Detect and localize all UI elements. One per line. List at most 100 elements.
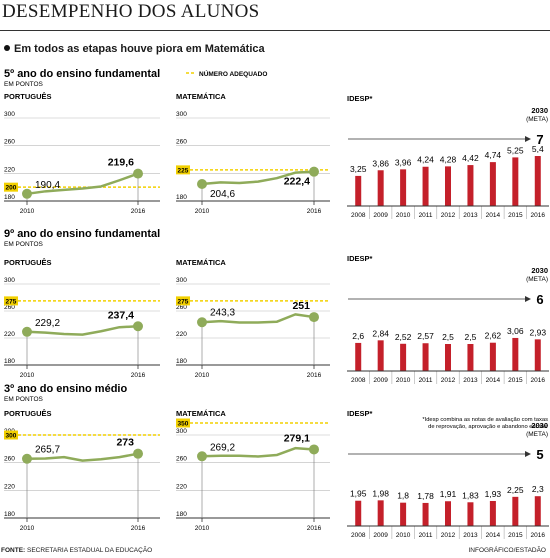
source-text: SECRETARIA ESTADUAL DA EDUCAÇÃO [27, 547, 153, 554]
idesp-footnote-line: de reprovação, aprovação e abandono esco… [428, 424, 548, 430]
goal-arrow-head [525, 296, 531, 302]
end-point [133, 321, 143, 332]
subject-label: MATEMÁTICA [176, 409, 226, 418]
section-unit: EM PONTOS [4, 81, 44, 88]
x-tick-label: 2016 [131, 525, 146, 532]
end-point [133, 448, 143, 459]
start-value-label: 204,6 [210, 189, 235, 200]
bar-category-label: 2013 [463, 212, 478, 219]
series-line [201, 313, 315, 324]
goal-year: 2030 [531, 266, 548, 275]
x-tick-label: 2010 [20, 372, 35, 379]
bar-value-label: 2,93 [530, 327, 547, 337]
bar [400, 502, 407, 526]
bar-category-label: 2011 [419, 532, 433, 539]
bar [534, 156, 541, 206]
y-tick-label: 180 [4, 511, 15, 518]
bar-category-label: 2015 [508, 212, 523, 219]
y-tick-label: 260 [4, 456, 15, 463]
end-value-label: 273 [116, 437, 134, 449]
bar [512, 496, 519, 526]
bar-value-label: 4,24 [417, 155, 434, 165]
x-tick-label: 2016 [307, 525, 322, 532]
bar-category-label: 2009 [373, 212, 388, 219]
series-line [26, 172, 139, 196]
x-tick-label: 2010 [20, 525, 35, 532]
bar-value-label: 1,83 [462, 490, 479, 500]
series-line [201, 446, 315, 458]
start-point [197, 178, 207, 189]
bar [377, 340, 384, 371]
y-tick-label: 300 [176, 277, 187, 284]
bar [422, 343, 429, 371]
bar-category-label: 2014 [486, 377, 501, 384]
bar-value-label: 2,3 [532, 484, 544, 494]
bar-value-label: 1,8 [397, 491, 409, 501]
bar [534, 496, 541, 526]
subtitle-text: Em todos as etapas houve piora em Matemá… [14, 43, 265, 55]
bar-category-label: 2011 [419, 377, 433, 384]
adequate-label: 225 [178, 167, 189, 174]
series-line [26, 325, 139, 336]
bar [422, 166, 429, 206]
y-tick-label: 220 [176, 483, 187, 490]
adequate-label: 300 [6, 433, 17, 440]
bar-category-label: 2010 [396, 532, 411, 539]
adequate-badge [4, 182, 18, 192]
bar-category-label: 2009 [373, 377, 388, 384]
bar-value-label: 5,25 [507, 145, 524, 155]
start-point [197, 451, 207, 462]
bullet-icon [4, 45, 10, 52]
goal-value: 6 [536, 292, 543, 307]
bar-value-label: 2,5 [442, 332, 454, 342]
section-unit: EM PONTOS [4, 241, 44, 248]
bar [445, 166, 451, 206]
bar-value-label: 2,25 [507, 485, 524, 495]
x-tick-label: 2016 [307, 372, 322, 379]
bar-category-label: 2008 [351, 532, 366, 539]
adequate-badge [176, 165, 190, 175]
x-tick-label: 2016 [131, 208, 146, 215]
bar-category-label: 2008 [351, 377, 366, 384]
bar-category-label: 2009 [373, 532, 388, 539]
goal-value: 7 [536, 132, 543, 147]
bar-value-label: 1,78 [417, 491, 434, 501]
bar-value-label: 2,6 [352, 331, 364, 341]
idesp-title: IDESP* [347, 409, 373, 418]
source-label: FONTE: [1, 547, 26, 554]
subject-label: MATEMÁTICA [176, 258, 226, 267]
bar [377, 170, 384, 206]
bar [400, 343, 407, 371]
section-title: 3º ano do ensino médio [4, 383, 127, 395]
goal-sublabel: (META) [526, 276, 548, 283]
start-value-label: 190,4 [35, 180, 60, 191]
y-tick-label: 180 [4, 358, 15, 365]
bar [377, 500, 384, 526]
subject-label: MATEMÁTICA [176, 92, 226, 101]
adequate-badge [176, 418, 190, 428]
bar-category-label: 2012 [441, 377, 456, 384]
bar-category-label: 2012 [441, 212, 456, 219]
idesp-title: IDESP* [347, 254, 373, 263]
bar-value-label: 4,42 [462, 153, 479, 163]
y-tick-label: 220 [4, 483, 15, 490]
start-value-label: 229,2 [35, 318, 60, 329]
bar [512, 157, 519, 206]
start-point [197, 317, 207, 328]
goal-arrow-head [525, 136, 531, 142]
legend-adequate-label: NÚMERO ADEQUADO [199, 69, 267, 78]
bar-value-label: 2,5 [465, 332, 477, 342]
y-tick-label: 260 [176, 304, 187, 311]
bar [422, 502, 429, 526]
y-tick-label: 260 [4, 139, 15, 146]
end-value-label: 237,4 [108, 309, 134, 321]
start-value-label: 269,2 [210, 442, 235, 453]
bar [355, 500, 362, 526]
y-tick-label: 180 [176, 358, 187, 365]
end-value-label: 251 [292, 300, 310, 312]
bar [467, 344, 474, 371]
series-line [201, 170, 315, 186]
bar [355, 342, 362, 371]
bar [400, 169, 407, 206]
